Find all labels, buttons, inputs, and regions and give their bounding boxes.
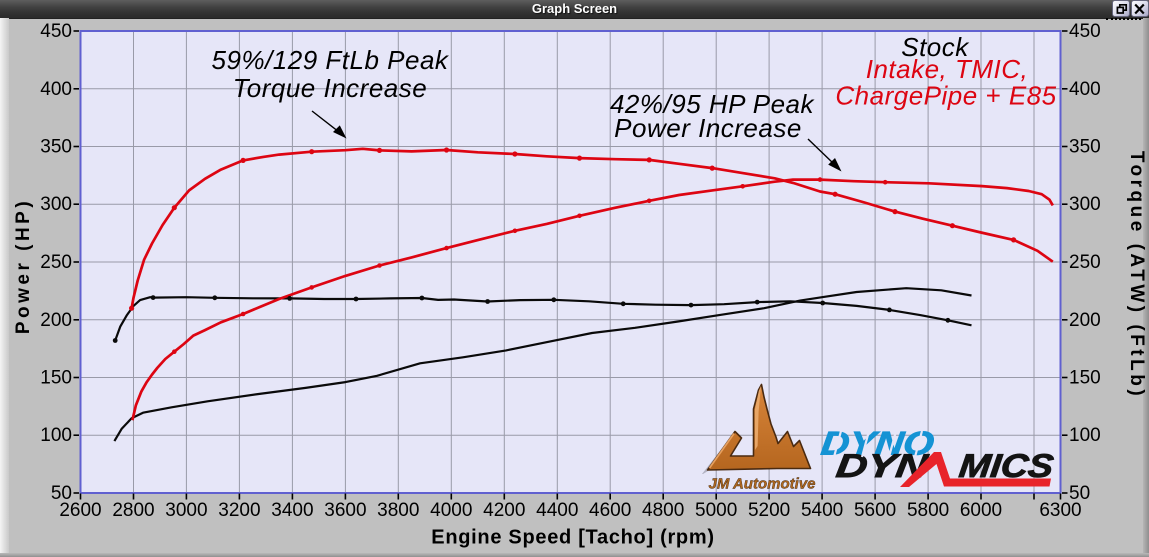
svg-text:100: 100 (40, 425, 72, 446)
svg-text:59%/129 FtLb Peak: 59%/129 FtLb Peak (212, 45, 450, 75)
svg-text:150: 150 (40, 368, 72, 389)
svg-text:42%/95 HP Peak: 42%/95 HP Peak (610, 89, 816, 119)
svg-text:3800: 3800 (377, 500, 419, 521)
svg-text:350: 350 (40, 137, 72, 158)
svg-text:JM Automotive: JM Automotive (709, 476, 816, 493)
svg-text:Torque Increase: Torque Increase (233, 73, 427, 103)
svg-text:Power Increase: Power Increase (614, 113, 802, 143)
svg-text:50: 50 (51, 483, 72, 504)
svg-text:Engine Speed [Tacho] (rpm): Engine Speed [Tacho] (rpm) (431, 527, 714, 549)
svg-text:Intake, TMIC,: Intake, TMIC, (866, 54, 1029, 84)
svg-text:400: 400 (40, 79, 72, 100)
svg-text:5000: 5000 (695, 500, 737, 521)
svg-text:5800: 5800 (907, 500, 949, 521)
svg-text:4000: 4000 (430, 500, 472, 521)
svg-text:50: 50 (1069, 483, 1090, 504)
svg-text:6300: 6300 (1039, 500, 1081, 521)
svg-text:450: 450 (40, 21, 72, 42)
svg-text:5200: 5200 (748, 500, 790, 521)
svg-text:150: 150 (1069, 368, 1101, 389)
svg-text:250: 250 (40, 252, 72, 273)
svg-text:5400: 5400 (801, 500, 843, 521)
svg-text:4200: 4200 (483, 500, 525, 521)
svg-text:3400: 3400 (271, 500, 313, 521)
svg-text:3200: 3200 (218, 500, 260, 521)
svg-text:4600: 4600 (589, 500, 631, 521)
svg-text:350: 350 (1069, 137, 1101, 158)
svg-text:100: 100 (1069, 425, 1101, 446)
svg-text:Torque (ATW) (FtLb): Torque (ATW) (FtLb) (1126, 151, 1147, 399)
svg-text:6000: 6000 (960, 500, 1002, 521)
svg-text:4400: 4400 (536, 500, 578, 521)
svg-text:300: 300 (1069, 194, 1101, 215)
svg-text:3000: 3000 (165, 500, 207, 521)
svg-text:Power (HP): Power (HP) (13, 198, 34, 334)
svg-text:ChargePipe + E85: ChargePipe + E85 (835, 81, 1056, 111)
svg-text:2600: 2600 (59, 500, 101, 521)
svg-text:200: 200 (1069, 310, 1101, 331)
svg-text:200: 200 (40, 310, 72, 331)
svg-text:5600: 5600 (854, 500, 896, 521)
svg-text:3600: 3600 (324, 500, 366, 521)
svg-text:Stock: Stock (901, 32, 970, 62)
svg-text:450: 450 (1069, 21, 1101, 42)
svg-text:250: 250 (1069, 252, 1101, 273)
svg-text:300: 300 (40, 194, 72, 215)
svg-text:400: 400 (1069, 79, 1101, 100)
svg-text:2800: 2800 (112, 500, 154, 521)
svg-text:4800: 4800 (642, 500, 684, 521)
